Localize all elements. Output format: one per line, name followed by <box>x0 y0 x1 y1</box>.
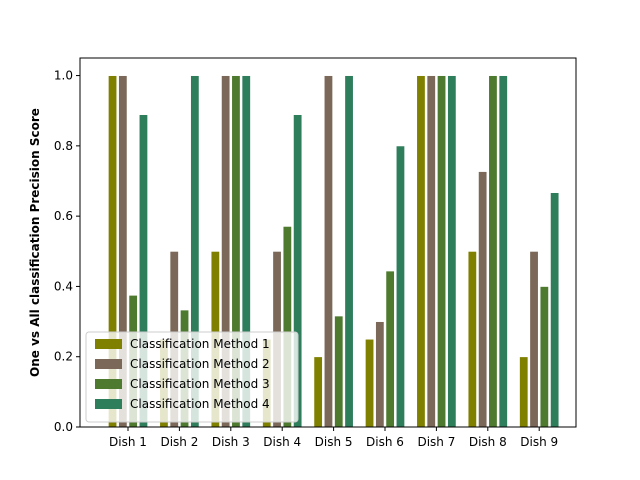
bar-series-2-dish-6 <box>375 321 385 428</box>
bar-series-1-dish-9 <box>519 356 529 428</box>
plot-frame <box>79 57 577 428</box>
legend-label-3: Classification Method 3 <box>130 377 270 391</box>
bar-series-1-dish-8 <box>467 250 478 428</box>
bar-series-2-dish-7 <box>426 75 436 428</box>
x-tick-label: Dish 4 <box>263 435 301 449</box>
x-axis: Dish 1 Dish 2 Dish 3 Dish 4 Dish 5 Dish 6 Dish… <box>109 427 558 449</box>
legend-swatch-4 <box>95 399 122 409</box>
bar-series-4-dish-6 <box>395 145 406 428</box>
y-tick-label: 0.2 <box>54 350 73 364</box>
bar-series-1-dish-6 <box>364 338 375 428</box>
bar-series-3-dish-5 <box>334 315 344 428</box>
bar-series-3-dish-8 <box>488 75 498 428</box>
x-tick-label: Dish 6 <box>366 435 404 449</box>
bar-series-2-dish-8 <box>477 171 488 428</box>
x-tick-label: Dish 9 <box>520 435 558 449</box>
y-axis-label: One vs All classification Precision Scor… <box>28 108 42 377</box>
y-tick-label: 0.8 <box>54 139 73 153</box>
bar-series-3-dish-6 <box>385 270 395 428</box>
bar-series-4-dish-9 <box>549 192 560 428</box>
legend-label-4: Classification Method 4 <box>130 397 270 411</box>
bar-series-4-dish-5 <box>344 75 354 428</box>
y-tick-label: 0.0 <box>54 420 73 434</box>
bar-series-1-dish-7 <box>416 75 426 428</box>
legend-box <box>85 331 299 423</box>
legend-label-2: Classification Method 2 <box>130 357 270 371</box>
bar-series-2-dish-5 <box>323 75 334 428</box>
x-tick-label: Dish 7 <box>417 435 455 449</box>
legend-swatch-3 <box>95 379 122 389</box>
bar-series-2-dish-9 <box>529 250 539 428</box>
legend-swatch-1 <box>95 339 122 349</box>
x-tick-label: Dish 8 <box>469 435 507 449</box>
legend-label-1: Classification Method 1 <box>130 337 270 351</box>
bar-series-1-dish-5 <box>313 356 323 428</box>
y-tick-label: 0.4 <box>54 279 73 293</box>
legend-swatch-2 <box>95 359 122 369</box>
bar-series-4-dish-8 <box>498 75 508 428</box>
bar-series-3-dish-9 <box>539 286 550 428</box>
y-tick-label: 0.6 <box>54 209 73 223</box>
legend: Classification Method 1 Classification Me… <box>85 331 299 423</box>
y-tick-label: 1.0 <box>54 69 73 83</box>
x-tick-label: Dish 2 <box>160 435 198 449</box>
x-tick-label: Dish 1 <box>109 435 147 449</box>
x-tick-label: Dish 3 <box>212 435 250 449</box>
bar-series-3-dish-7 <box>436 75 447 428</box>
bar-series-4-dish-7 <box>447 75 457 428</box>
x-tick-label: Dish 5 <box>315 435 353 449</box>
y-axis: 0.0 0.2 0.4 0.6 0.8 1.0 <box>54 69 80 434</box>
